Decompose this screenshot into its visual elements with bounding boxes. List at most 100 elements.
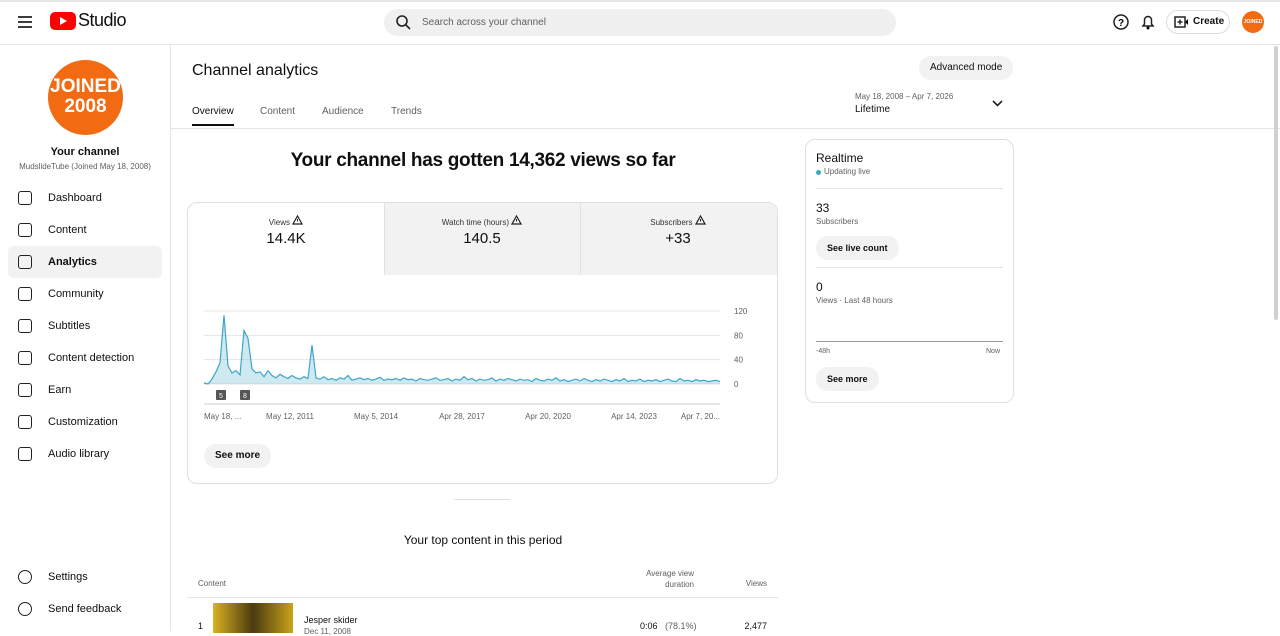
nav-item[interactable]: Analytics <box>8 246 162 278</box>
warning-icon <box>694 214 706 225</box>
live-dot <box>816 170 821 175</box>
annotation-badge <box>216 390 226 400</box>
nav-icon <box>18 415 32 429</box>
realtime-status: Updating live <box>824 167 871 176</box>
divider <box>0 44 1280 45</box>
divider <box>454 499 510 500</box>
nav-icon <box>18 602 32 616</box>
line <box>203 315 721 385</box>
divider <box>580 203 581 275</box>
nav-item[interactable]: Content detection <box>8 342 162 374</box>
see-more[interactable]: See more <box>816 367 879 391</box>
y-tick-label: 0 <box>734 380 739 389</box>
create-label: Create <box>1193 16 1225 27</box>
svg-text:?: ? <box>1118 18 1124 29</box>
warning-icon <box>511 214 523 225</box>
search-box[interactable]: Search across your channel <box>384 9 896 36</box>
nav-item[interactable]: Subtitles <box>8 310 162 342</box>
annotation-badge <box>240 390 250 400</box>
see-more[interactable]: See more <box>204 444 272 468</box>
subscribers-label: Subscribers <box>816 217 859 226</box>
x-tick-label: Apr 28, 2017 <box>439 412 485 421</box>
headline: Your channel has gotten 14,362 views so … <box>290 150 676 171</box>
avatar-line: JOINED <box>50 76 121 97</box>
dropdown-icon[interactable] <box>992 100 1003 108</box>
y-tick-label: 40 <box>734 356 743 365</box>
x-tick-label: May 18, ... <box>204 412 241 421</box>
row-duration: 0:06 <box>640 621 658 631</box>
row-rank: 1 <box>198 621 204 631</box>
date-range[interactable]: May 18, 2008 – Apr 7, 2026 <box>855 92 954 101</box>
create-button[interactable]: Create <box>1166 10 1230 34</box>
metric-label-text: Subscribers <box>650 218 693 227</box>
search-icon <box>396 15 411 30</box>
nav-item[interactable]: Content <box>8 214 162 246</box>
metric-value: 14.4K <box>266 230 306 247</box>
live-count-button[interactable]: See live count <box>816 236 899 260</box>
scrollbar <box>1274 46 1278 320</box>
metric-value: 140.5 <box>463 230 501 247</box>
divider <box>816 267 1003 268</box>
thumbnail[interactable] <box>213 603 293 633</box>
metric-label-text: Watch time (hours) <box>441 218 510 227</box>
y-tick-label: 80 <box>734 331 743 340</box>
channel-avatar[interactable]: JOINED 2008 <box>48 60 123 135</box>
logo-text[interactable]: Studio <box>78 10 127 30</box>
menu-button[interactable] <box>17 15 33 29</box>
period[interactable]: Lifetime <box>855 104 891 115</box>
area <box>204 315 720 384</box>
column-header: Average view duration <box>646 569 694 589</box>
create-icon <box>1174 16 1188 28</box>
axis-start: -48h <box>816 348 831 355</box>
nav-item[interactable]: Dashboard <box>8 182 162 214</box>
bell-icon[interactable] <box>1141 14 1155 30</box>
avatar-line: 2008 <box>64 96 107 117</box>
nav-item[interactable]: Audio library <box>8 438 162 470</box>
metrics-card: See more Views 14.4K Watch time (hours) 1… <box>187 202 778 484</box>
x-tick-label: Apr 20, 2020 <box>525 412 571 421</box>
advanced-mode[interactable]: Advanced mode <box>919 56 1014 80</box>
view-count: 0 <box>816 280 823 294</box>
nav-item[interactable]: Customization <box>8 406 162 438</box>
metric-label-text: Views <box>268 218 290 227</box>
row-percent: (78.1%) <box>665 621 697 631</box>
nav-item[interactable]: Earn <box>8 374 162 406</box>
views-label: Views · Last 48 hours <box>816 296 893 305</box>
tab[interactable]: Audience <box>322 106 364 117</box>
avatar-small[interactable]: JOINED 2008 <box>1242 11 1264 33</box>
search-placeholder: Search across your channel <box>422 17 546 28</box>
divider <box>171 128 1280 129</box>
help-icon[interactable]: ? <box>1113 14 1129 30</box>
yt-logo[interactable] <box>50 12 76 30</box>
metric-label: Watch time (hours) <box>402 214 562 227</box>
metric-label: Subscribers <box>598 214 758 227</box>
nav-icon <box>18 383 32 397</box>
realtime-title: Realtime <box>816 151 864 165</box>
warning-icon <box>292 214 304 225</box>
tab[interactable]: Content <box>260 106 296 117</box>
nav-item[interactable]: Community <box>8 278 162 310</box>
row-title[interactable]: Jesper skider <box>304 615 358 625</box>
column-header: Views <box>745 579 767 588</box>
nav-icon <box>18 255 32 269</box>
nav-icon <box>18 223 32 237</box>
nav-icon <box>18 570 32 584</box>
top-bar <box>0 0 1280 2</box>
metric-value: +33 <box>665 230 691 247</box>
views-chart: 0 40 80 120 5 8 May 18, ... May 12, 2011 May 5, … <box>203 307 748 421</box>
nav-icon <box>18 447 32 461</box>
realtime-axis <box>816 341 1003 342</box>
subscriber-count: 33 <box>816 201 830 215</box>
column-header: Content <box>198 579 227 588</box>
nav-item[interactable]: Send feedback <box>8 593 162 625</box>
x-tick-label: Apr 14, 2023 <box>611 412 657 421</box>
metric-label: Views <box>206 214 366 227</box>
y-tick-label: 120 <box>734 307 748 316</box>
tab[interactable]: Trends <box>391 106 422 117</box>
tab[interactable]: Overview <box>192 106 234 126</box>
row-date: Dec 11, 2008 <box>304 627 351 636</box>
divider <box>384 203 385 275</box>
nav-item[interactable]: Settings <box>8 561 162 593</box>
annotation-label: 5 <box>219 393 223 400</box>
